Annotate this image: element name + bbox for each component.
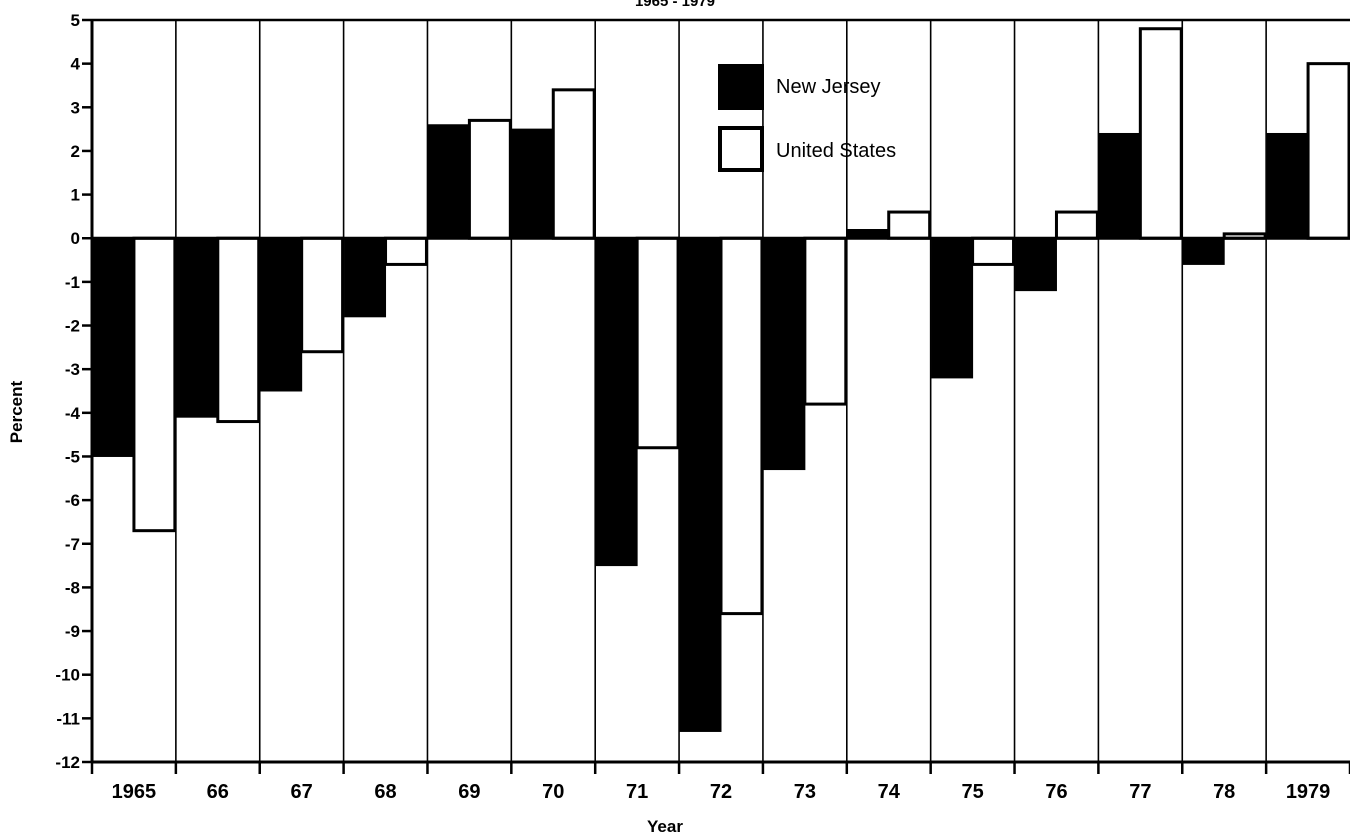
y-tick-label: -12 <box>55 753 80 772</box>
x-ticks: 1965 66 67 68 69 70 71 72 73 74 75 76 77 78 1979 <box>90 762 1350 803</box>
bar-new-jersey-77 <box>1098 132 1141 239</box>
bars <box>92 27 1350 732</box>
legend-label-new-jersey: New Jersey <box>776 76 880 98</box>
bar-new-jersey-68 <box>344 237 387 318</box>
y-tick-label: -11 <box>56 709 80 728</box>
y-tick-label: 2 <box>71 142 80 161</box>
bar-united-states-72 <box>719 236 764 616</box>
bar-new-jersey-71 <box>595 237 638 567</box>
bar-new-jersey-78 <box>1182 237 1225 265</box>
bar-united-states-68 <box>384 236 428 266</box>
x-tick-label: 76 <box>1045 781 1067 803</box>
y-tick-label: -8 <box>65 578 80 597</box>
y-tick-label: 5 <box>71 11 80 30</box>
x-tick-label: 66 <box>207 781 229 803</box>
x-tick-label: 77 <box>1129 781 1151 803</box>
bar-united-states-73 <box>803 236 848 406</box>
x-tick-label: 70 <box>542 781 564 803</box>
bar-new-jersey-73 <box>763 237 806 471</box>
y-ticks: 5 4 3 2 1 0 -1 -2 -3 -4 -5 -6 -7 -8 -9 -10 -11 -12 <box>55 11 92 772</box>
bar-united-states-70 <box>551 88 596 240</box>
y-tick-label: -3 <box>65 360 80 379</box>
bar-new-jersey-66 <box>176 237 219 418</box>
y-tick-label: 4 <box>71 55 81 74</box>
legend: New Jersey United States <box>718 64 896 172</box>
bar-new-jersey-70 <box>511 128 554 239</box>
x-tick-label: 1979 <box>1286 781 1331 803</box>
legend-label-united-states: United States <box>776 140 896 162</box>
legend-swatch-united-states <box>718 126 764 172</box>
y-tick-label: 3 <box>71 98 80 117</box>
axes <box>90 18 1350 764</box>
bar-new-jersey-76 <box>1015 237 1057 292</box>
bar-united-states-1979 <box>1306 62 1350 240</box>
x-tick-label: 71 <box>626 781 648 803</box>
bar-new-jersey-75 <box>931 237 974 379</box>
bar-united-states-69 <box>467 118 512 240</box>
bar-new-jersey-72 <box>679 237 722 732</box>
y-tick-label: -1 <box>65 273 80 292</box>
x-tick-label: 75 <box>961 781 983 803</box>
legend-swatch-new-jersey <box>718 64 764 110</box>
y-tick-label: -7 <box>65 535 80 554</box>
bar-new-jersey-1965 <box>92 237 135 457</box>
x-tick-label: 67 <box>291 781 313 803</box>
x-tick-label: 72 <box>710 781 732 803</box>
x-tick-label: 78 <box>1213 781 1235 803</box>
x-tick-label: 73 <box>794 781 816 803</box>
y-axis-title: Percent <box>7 380 26 443</box>
chart-subtitle: 1965 - 1979 <box>635 0 715 10</box>
bar-new-jersey-69 <box>427 124 470 239</box>
x-tick-label: 1965 <box>112 781 157 803</box>
x-tick-label: 74 <box>878 781 901 803</box>
x-axis-title: Year <box>647 817 683 835</box>
bar-united-states-76 <box>1054 210 1099 240</box>
y-tick-label: 0 <box>71 229 80 248</box>
y-tick-label: -10 <box>55 666 80 685</box>
bar-united-states-1965 <box>132 236 177 533</box>
bar-united-states-77 <box>1138 27 1183 240</box>
x-tick-label: 69 <box>458 781 480 803</box>
bar-united-states-74 <box>887 210 932 240</box>
y-tick-label: -2 <box>65 317 80 336</box>
bar-united-states-66 <box>216 236 261 424</box>
bar-united-states-71 <box>635 236 680 450</box>
bar-new-jersey-67 <box>260 237 303 392</box>
y-tick-label: -6 <box>65 491 80 510</box>
y-tick-label: -9 <box>65 622 80 641</box>
bar-new-jersey-1979 <box>1266 132 1309 239</box>
y-tick-label: 1 <box>71 186 80 205</box>
y-tick-label: -5 <box>65 447 80 466</box>
y-tick-label: -4 <box>65 404 81 423</box>
x-tick-label: 68 <box>374 781 396 803</box>
bar-united-states-67 <box>300 236 345 354</box>
bar-united-states-75 <box>971 236 1016 266</box>
